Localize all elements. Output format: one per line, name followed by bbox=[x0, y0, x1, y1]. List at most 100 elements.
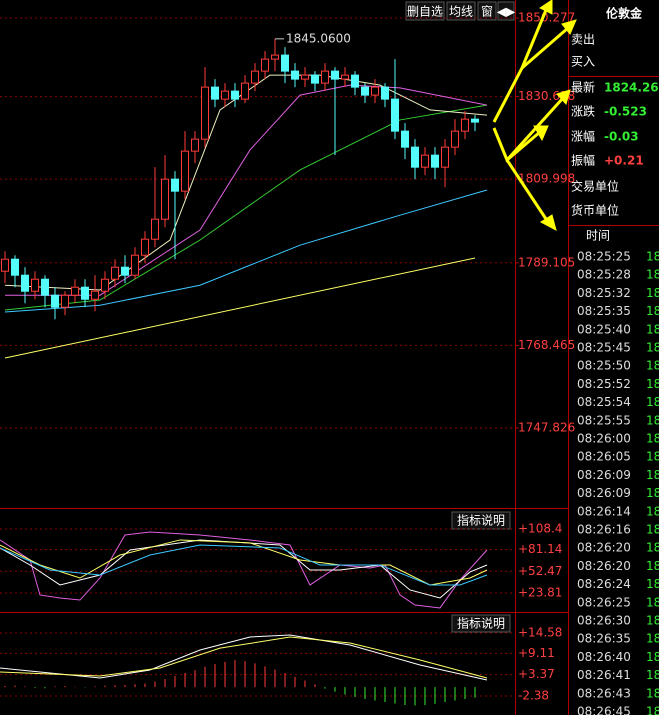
quote-value: +0.21 bbox=[604, 154, 644, 168]
candle-body bbox=[91, 290, 99, 300]
toolbar-button[interactable] bbox=[477, 1, 497, 21]
y-tick-label: 1850.277 bbox=[518, 10, 575, 24]
candle-body bbox=[151, 218, 159, 240]
tick-time: 08:26:30 bbox=[577, 614, 631, 628]
tick-time: 08:26:40 bbox=[577, 650, 631, 664]
tick-price: 18 bbox=[646, 304, 659, 318]
tick-price: 18 bbox=[646, 286, 659, 300]
tick-price: 18 bbox=[646, 632, 659, 646]
candle-body bbox=[131, 254, 139, 276]
candle-body bbox=[21, 274, 29, 292]
tick-time: 08:26:20 bbox=[577, 559, 631, 573]
candle-body bbox=[201, 86, 209, 140]
tick-price: 18 bbox=[646, 650, 659, 664]
candle-body bbox=[241, 82, 249, 100]
tick-time: 08:26:05 bbox=[577, 450, 631, 464]
candle-body bbox=[321, 70, 329, 84]
y-tick-label: 1747.826 bbox=[518, 420, 575, 434]
candle-body bbox=[471, 118, 479, 123]
candle-body bbox=[51, 294, 59, 308]
candle-body bbox=[181, 150, 189, 192]
tick-price: 18 bbox=[646, 686, 659, 700]
tick-time: 08:25:28 bbox=[577, 268, 631, 282]
moving-average bbox=[4, 257, 476, 359]
candle-body bbox=[291, 70, 299, 80]
candle-body bbox=[341, 74, 349, 80]
candle-body bbox=[31, 278, 39, 292]
tick-time: 08:26:14 bbox=[577, 504, 631, 518]
candle-body bbox=[401, 130, 409, 148]
toolbar-button[interactable] bbox=[405, 1, 445, 21]
y-tick-label: 1789.105 bbox=[518, 255, 575, 269]
candle-body bbox=[191, 138, 199, 152]
quote-label: 交易单位 bbox=[571, 179, 619, 194]
tick-time: 08:26:09 bbox=[577, 468, 631, 482]
y-tick-label: +52.47 bbox=[518, 564, 562, 578]
candle-body bbox=[11, 258, 19, 276]
tick-time: 08:26:41 bbox=[577, 668, 631, 682]
candle-body bbox=[381, 86, 389, 100]
tick-time: 08:25:40 bbox=[577, 322, 631, 336]
tick-time: 08:26:00 bbox=[577, 432, 631, 446]
tick-price: 18 bbox=[646, 668, 659, 682]
tick-price: 18 bbox=[646, 322, 659, 336]
candle-body bbox=[1, 258, 9, 272]
candle-body bbox=[311, 74, 319, 84]
quote-label: 最新 bbox=[571, 80, 595, 95]
tick-time: 08:26:20 bbox=[577, 541, 631, 555]
candle-body bbox=[221, 90, 229, 100]
tick-time: 08:25:52 bbox=[577, 377, 631, 391]
candle-body bbox=[271, 54, 279, 60]
quote-label: 卖出 bbox=[571, 33, 595, 47]
tick-price: 18 bbox=[646, 468, 659, 482]
candle-body bbox=[111, 266, 119, 280]
tick-price: 18 bbox=[646, 595, 659, 609]
tick-time: 08:25:35 bbox=[577, 304, 631, 318]
tick-time: 08:25:55 bbox=[577, 413, 631, 427]
annotation: 1845.0600 bbox=[286, 31, 351, 45]
quote-value: -0.523 bbox=[604, 105, 647, 119]
indicator-line bbox=[0, 636, 488, 679]
y-tick-label: +9.11 bbox=[518, 646, 555, 660]
candle-body bbox=[361, 86, 369, 96]
tick-price: 18 bbox=[646, 705, 659, 715]
candle-body bbox=[171, 178, 179, 192]
tick-price: 18 bbox=[646, 268, 659, 282]
tick-time: 08:26:24 bbox=[577, 577, 631, 591]
tick-price: 18 bbox=[646, 523, 659, 537]
tick-price: 18 bbox=[646, 250, 659, 264]
tick-time: 08:26:35 bbox=[577, 632, 631, 646]
y-tick-label: +23.81 bbox=[518, 585, 562, 599]
tick-price: 18 bbox=[646, 486, 659, 500]
candle-body bbox=[371, 86, 379, 96]
moving-average bbox=[4, 189, 488, 313]
indicator-line bbox=[0, 539, 488, 599]
candle-body bbox=[141, 238, 149, 256]
tick-price: 18 bbox=[646, 377, 659, 391]
tick-price: 18 bbox=[646, 413, 659, 427]
indicator-button[interactable] bbox=[451, 614, 511, 633]
tick-price: 18 bbox=[646, 577, 659, 591]
y-tick-label: +14.58 bbox=[518, 625, 562, 639]
y-tick-label: -2.38 bbox=[518, 689, 549, 703]
quote-label: 涨跌 bbox=[571, 104, 595, 119]
tick-price: 18 bbox=[646, 614, 659, 628]
candle-body bbox=[411, 146, 419, 168]
annotation-arrows bbox=[492, 0, 577, 231]
tick-time: 08:26:16 bbox=[577, 523, 631, 537]
candle-body bbox=[41, 278, 49, 296]
tick-price: 18 bbox=[646, 504, 659, 518]
candle-body bbox=[461, 118, 469, 132]
y-tick-label: +108.4 bbox=[518, 521, 562, 535]
tick-time: 08:25:45 bbox=[577, 341, 631, 355]
toolbar-button[interactable] bbox=[446, 1, 476, 21]
candle-body bbox=[261, 58, 269, 72]
tick-time: 08:26:09 bbox=[577, 486, 631, 500]
toolbar-button[interactable] bbox=[497, 1, 515, 21]
tick-time: 08:25:54 bbox=[577, 395, 631, 409]
toolbar-label: 删自选 bbox=[407, 5, 443, 19]
tick-price: 18 bbox=[646, 341, 659, 355]
candle-body bbox=[281, 54, 289, 72]
